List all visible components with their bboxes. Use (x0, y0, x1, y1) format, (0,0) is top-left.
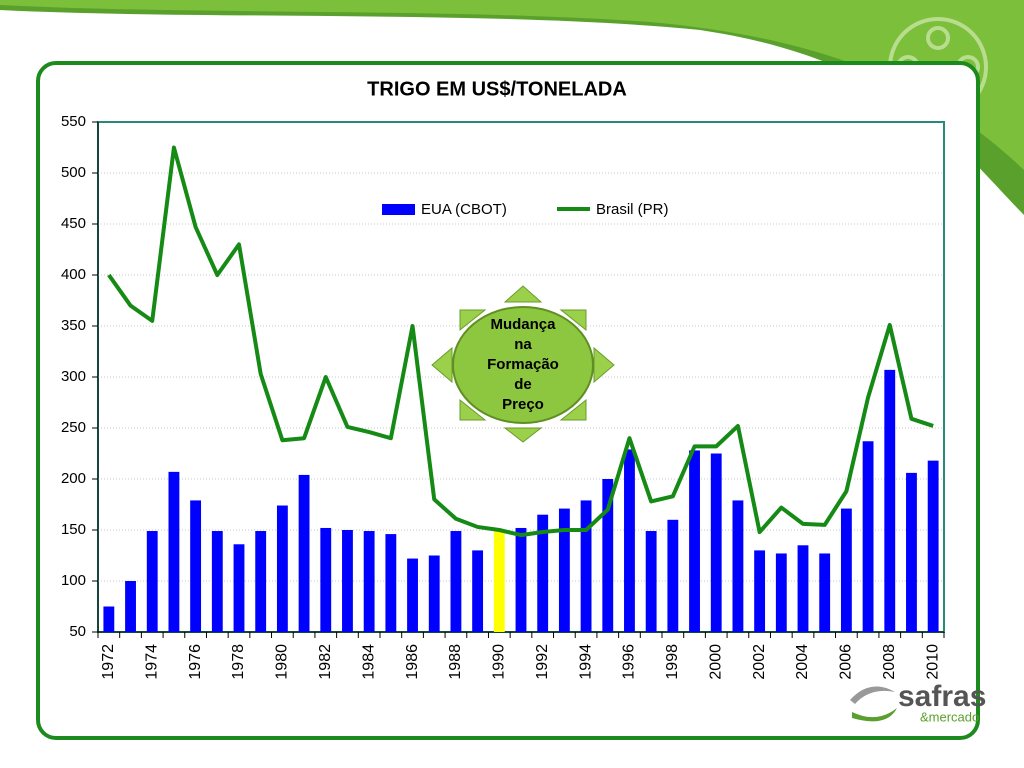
x-tick-label: 1986 (404, 644, 421, 680)
annotation-text: Mudança (490, 316, 556, 333)
y-tick-label: 550 (61, 113, 86, 130)
bar (190, 500, 202, 632)
x-tick-label: 1996 (621, 644, 638, 680)
annotation-shape (431, 285, 615, 443)
bar (906, 472, 917, 632)
bar (775, 553, 787, 632)
bar (428, 555, 440, 632)
logo-sub: &mercado (920, 709, 979, 724)
bar (754, 550, 766, 632)
bar (819, 553, 831, 632)
x-tick-label: 2004 (794, 644, 811, 680)
bar (103, 606, 115, 632)
y-tick-label: 350 (61, 317, 86, 334)
y-tick-label: 250 (61, 419, 86, 436)
bar (363, 531, 375, 632)
x-tick-label: 2010 (924, 644, 941, 680)
bar (385, 534, 397, 632)
x-tick-label: 1984 (360, 644, 377, 680)
bar (710, 453, 722, 632)
bar (732, 500, 744, 632)
legend-swatch (382, 204, 415, 215)
bar (515, 527, 527, 632)
x-tick-label: 2002 (751, 644, 768, 680)
y-tick-label: 200 (61, 470, 86, 487)
bar (276, 505, 288, 632)
bar (146, 531, 158, 632)
x-tick-label: 1994 (577, 644, 594, 680)
bar (862, 441, 874, 632)
annotation-text: Formação (487, 356, 559, 373)
x-tick-label: 2008 (881, 644, 898, 680)
bar (797, 545, 809, 632)
swoosh-light (0, 0, 1024, 170)
x-tick-label: 1974 (143, 644, 160, 680)
x-tick-label: 2000 (707, 644, 724, 680)
line (107, 145, 934, 538)
bar (168, 471, 180, 632)
y-tick-label: 400 (61, 266, 86, 283)
legend-label: Brasil (PR) (596, 201, 669, 218)
bar (689, 450, 700, 632)
y-tick-label: 150 (61, 521, 86, 538)
bar (558, 508, 570, 632)
bar (255, 531, 267, 632)
bar (645, 531, 657, 632)
bar (602, 479, 614, 632)
bar (233, 544, 245, 632)
bar (342, 530, 353, 632)
annotation-text: Preço (502, 396, 544, 413)
x-tick-label: 2006 (838, 644, 855, 680)
bar (211, 531, 223, 632)
bar (580, 500, 592, 632)
y-tick-label: 100 (61, 572, 86, 589)
bar (840, 508, 852, 632)
bar (884, 369, 896, 632)
x-tick-label: 1978 (230, 644, 247, 680)
x-tick-label: 1998 (664, 644, 681, 680)
chart-title: TRIGO EM US$/TONELADA (367, 78, 627, 100)
x-tick-label: 1976 (187, 644, 204, 680)
annotation-text: na (514, 336, 532, 353)
x-tick-label: 1982 (317, 644, 334, 680)
x-tick-label: 1992 (534, 644, 551, 680)
bar (298, 474, 310, 632)
x-tick-label: 1990 (491, 644, 508, 680)
y-tick-label: 50 (69, 623, 86, 640)
bar (125, 581, 136, 632)
x-tick-label: 1988 (447, 644, 464, 680)
bar (320, 527, 332, 632)
bar (537, 514, 549, 632)
brand-logo: safras &mercado (850, 680, 986, 724)
x-tick-label: 1972 (100, 644, 117, 680)
annotation-text: de (514, 376, 532, 393)
x-tick-label: 1980 (274, 644, 291, 680)
logo-name: safras (898, 680, 986, 713)
y-tick-label: 450 (61, 215, 86, 232)
y-tick-label: 300 (61, 368, 86, 385)
legend-label: EUA (CBOT) (421, 201, 507, 218)
bar (927, 460, 939, 632)
y-tick-label: 500 (61, 164, 86, 181)
bar (472, 550, 484, 632)
bar (450, 531, 462, 632)
bar (624, 449, 635, 632)
bar (493, 530, 505, 632)
bar (667, 519, 679, 632)
bar (407, 558, 418, 632)
